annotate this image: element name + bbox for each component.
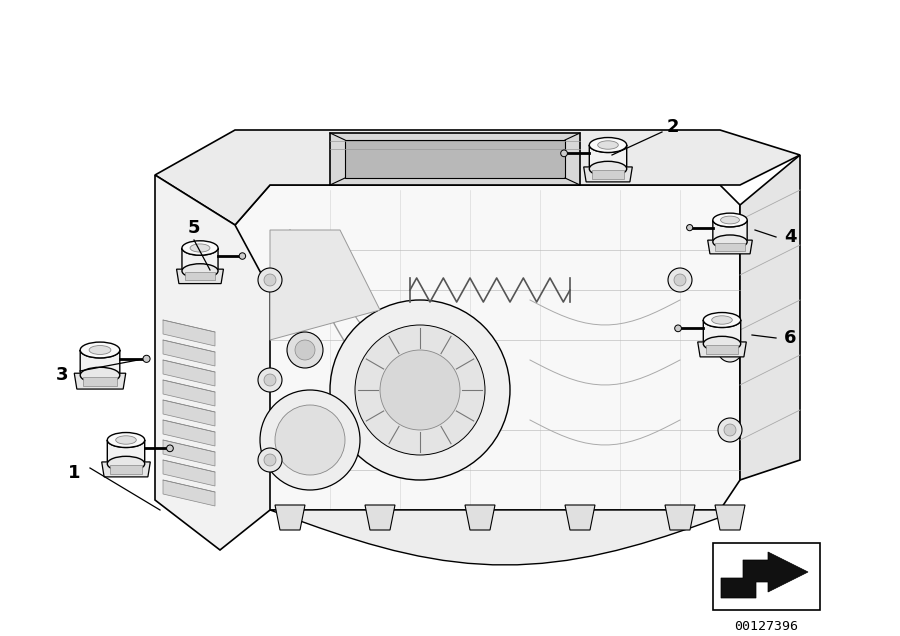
Polygon shape: [721, 552, 808, 598]
Text: 1: 1: [68, 464, 80, 482]
Ellipse shape: [713, 213, 747, 227]
Polygon shape: [715, 505, 745, 530]
Ellipse shape: [590, 162, 626, 176]
Ellipse shape: [703, 312, 741, 328]
Polygon shape: [713, 220, 747, 249]
Ellipse shape: [598, 141, 618, 149]
Circle shape: [561, 150, 567, 156]
Ellipse shape: [182, 241, 218, 255]
Circle shape: [668, 268, 692, 292]
Polygon shape: [163, 440, 215, 466]
Ellipse shape: [713, 235, 747, 249]
Polygon shape: [182, 248, 218, 278]
Polygon shape: [275, 505, 305, 530]
Ellipse shape: [89, 345, 111, 354]
Ellipse shape: [721, 216, 740, 224]
Polygon shape: [110, 465, 142, 474]
Polygon shape: [163, 340, 215, 366]
Ellipse shape: [107, 456, 145, 471]
Text: 4: 4: [784, 228, 796, 246]
Polygon shape: [345, 140, 565, 178]
Circle shape: [275, 405, 345, 475]
Circle shape: [355, 325, 485, 455]
Circle shape: [718, 338, 742, 362]
Polygon shape: [163, 400, 215, 426]
Polygon shape: [706, 345, 738, 354]
Circle shape: [258, 448, 282, 472]
Polygon shape: [330, 133, 580, 185]
Polygon shape: [163, 460, 215, 486]
Polygon shape: [155, 130, 800, 225]
Polygon shape: [707, 240, 752, 254]
Circle shape: [264, 274, 276, 286]
Circle shape: [166, 445, 174, 452]
Polygon shape: [270, 510, 740, 565]
Polygon shape: [163, 420, 215, 446]
Circle shape: [674, 274, 686, 286]
Polygon shape: [698, 342, 746, 357]
Ellipse shape: [80, 342, 120, 358]
Text: 6: 6: [784, 329, 796, 347]
Ellipse shape: [116, 436, 136, 444]
Circle shape: [258, 368, 282, 392]
Text: 2: 2: [667, 118, 680, 136]
Polygon shape: [716, 243, 744, 251]
Circle shape: [380, 350, 460, 430]
Polygon shape: [270, 230, 380, 340]
Polygon shape: [163, 480, 215, 506]
Text: 5: 5: [188, 219, 200, 237]
Circle shape: [264, 454, 276, 466]
Polygon shape: [713, 543, 820, 610]
Polygon shape: [84, 377, 117, 385]
Circle shape: [675, 325, 681, 332]
Circle shape: [239, 252, 246, 259]
Polygon shape: [155, 175, 270, 550]
Polygon shape: [592, 170, 624, 179]
Circle shape: [264, 374, 276, 386]
Polygon shape: [740, 155, 800, 480]
Circle shape: [287, 332, 323, 368]
Ellipse shape: [80, 367, 120, 383]
Ellipse shape: [590, 137, 626, 153]
Polygon shape: [590, 145, 626, 176]
Ellipse shape: [190, 244, 210, 252]
Circle shape: [330, 300, 510, 480]
Polygon shape: [176, 269, 223, 284]
Polygon shape: [465, 505, 495, 530]
Polygon shape: [163, 320, 215, 346]
Polygon shape: [665, 505, 695, 530]
Ellipse shape: [182, 264, 218, 278]
Polygon shape: [75, 373, 126, 389]
Polygon shape: [80, 350, 120, 383]
Polygon shape: [703, 320, 741, 351]
Ellipse shape: [712, 316, 733, 324]
Polygon shape: [184, 272, 215, 280]
Ellipse shape: [703, 336, 741, 351]
Polygon shape: [163, 380, 215, 406]
Circle shape: [295, 340, 315, 360]
Text: 3: 3: [56, 366, 68, 384]
Circle shape: [143, 356, 150, 363]
Text: 00127396: 00127396: [734, 619, 798, 632]
Circle shape: [724, 424, 736, 436]
Polygon shape: [107, 440, 145, 471]
Circle shape: [718, 418, 742, 442]
Polygon shape: [102, 462, 150, 477]
Polygon shape: [163, 360, 215, 386]
Ellipse shape: [107, 432, 145, 448]
Polygon shape: [365, 505, 395, 530]
Circle shape: [724, 344, 736, 356]
Circle shape: [258, 268, 282, 292]
Polygon shape: [584, 167, 633, 182]
Polygon shape: [235, 185, 740, 510]
Circle shape: [260, 390, 360, 490]
Polygon shape: [565, 505, 595, 530]
Circle shape: [687, 225, 693, 231]
